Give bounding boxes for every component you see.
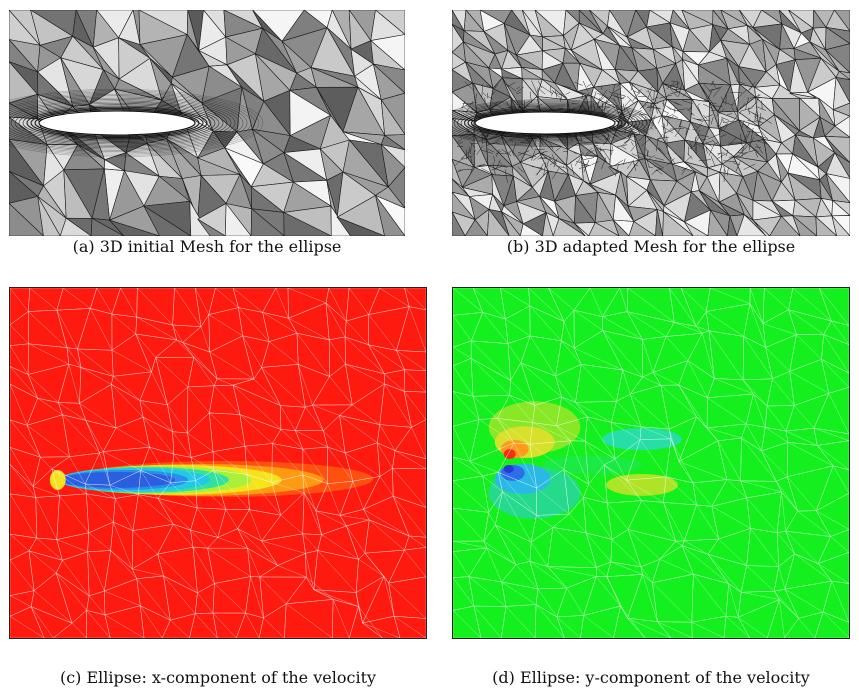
caption-c: (c) Ellipse: x-component of the velocity bbox=[59, 668, 377, 687]
caption-d: (d) Ellipse: y-component of the velocity bbox=[492, 668, 810, 687]
initial-mesh-image bbox=[9, 10, 405, 236]
initial-mesh-panel bbox=[9, 10, 405, 236]
x-velocity-contour bbox=[10, 288, 426, 638]
x-velocity-plot bbox=[9, 287, 427, 639]
caption-b: (b) 3D adapted Mesh for the ellipse bbox=[506, 237, 796, 256]
adapted-mesh-panel bbox=[452, 10, 850, 236]
y-velocity-plot bbox=[452, 287, 850, 639]
caption-a: (a) 3D initial Mesh for the ellipse bbox=[72, 237, 342, 256]
adapted-mesh-image bbox=[452, 10, 850, 236]
y-velocity-contour bbox=[453, 288, 849, 638]
